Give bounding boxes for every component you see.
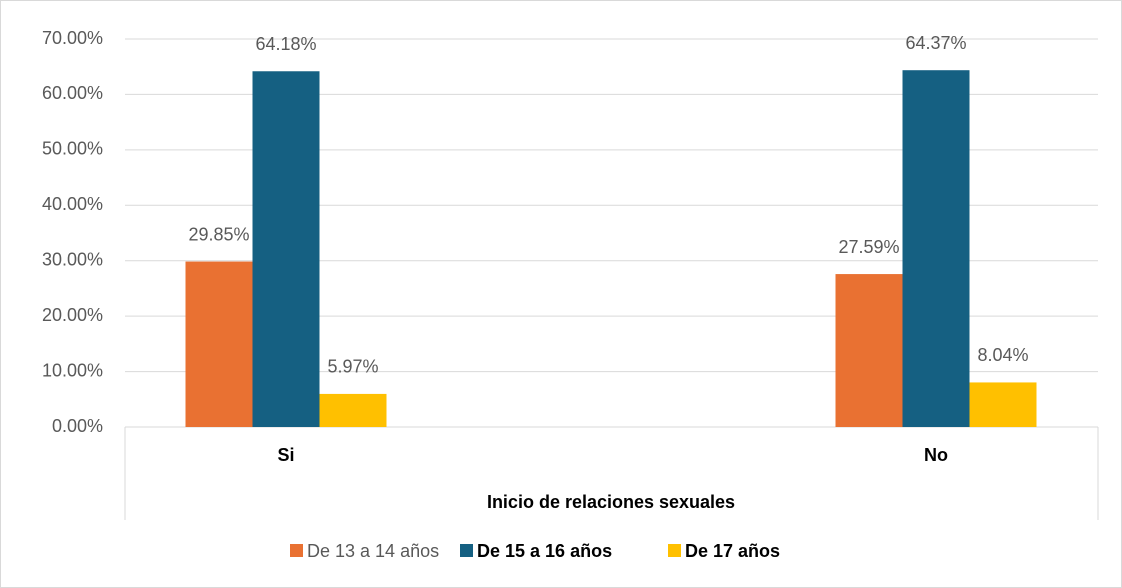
value-label: 64.18% (255, 34, 316, 54)
bar (902, 70, 970, 427)
y-tick-label: 30.00% (42, 249, 103, 269)
legend-swatch (290, 544, 303, 557)
x-tick-label: Si (277, 445, 294, 465)
y-tick-label: 50.00% (42, 139, 103, 159)
legend-swatch (668, 544, 681, 557)
legend-swatch (460, 544, 473, 557)
legend-label: De 17 años (685, 541, 780, 561)
bar (969, 382, 1037, 427)
y-tick-label: 0.00% (52, 416, 103, 436)
bar (319, 393, 387, 427)
value-label: 29.85% (188, 224, 249, 244)
x-axis-title: Inicio de relaciones sexuales (487, 492, 735, 512)
bar (185, 261, 253, 427)
y-tick-label: 10.00% (42, 360, 103, 380)
bar (252, 71, 320, 427)
value-label: 8.04% (977, 345, 1028, 365)
bar (835, 274, 903, 427)
x-tick-label: No (924, 445, 948, 465)
value-label: 64.37% (905, 33, 966, 53)
y-tick-label: 70.00% (42, 28, 103, 48)
legend-label: De 15 a 16 años (477, 541, 612, 561)
y-tick-label: 60.00% (42, 83, 103, 103)
y-tick-label: 20.00% (42, 305, 103, 325)
y-tick-label: 40.00% (42, 194, 103, 214)
value-label: 27.59% (838, 237, 899, 257)
value-label: 5.97% (327, 357, 378, 377)
legend-label: De 13 a 14 años (307, 541, 439, 561)
